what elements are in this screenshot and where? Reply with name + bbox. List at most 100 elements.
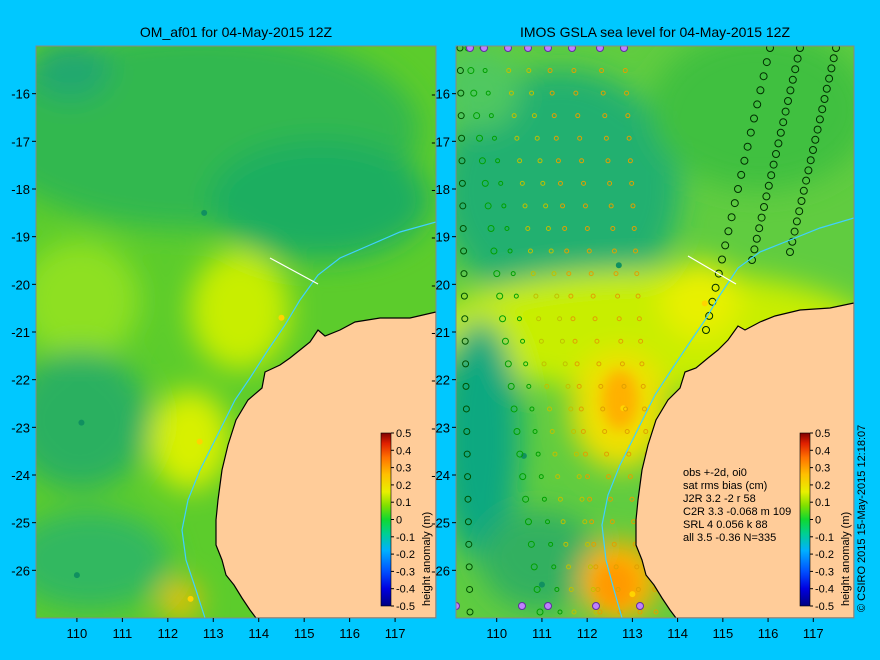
track-observation (579, 158, 585, 164)
track-observation (522, 495, 530, 503)
track-observation (590, 586, 596, 592)
track-observation (560, 203, 566, 209)
track-observation (516, 450, 524, 458)
track-observation (526, 383, 532, 389)
track-observation (596, 46, 604, 52)
colorbar-tick-label: 0.1 (815, 497, 830, 509)
track-observation (571, 68, 577, 74)
track-observation (579, 496, 585, 502)
track-observation (462, 360, 470, 368)
extrema-marks (520, 262, 708, 598)
track-observation (804, 166, 813, 175)
track-observation (574, 361, 580, 367)
track-observation (547, 68, 553, 74)
track-observation (462, 382, 470, 390)
y-tick-label: -25 (431, 516, 450, 531)
track-observation (533, 585, 541, 593)
track-observation (630, 203, 636, 209)
track-observation (577, 135, 583, 141)
track-observation (600, 406, 606, 412)
colorbar-ticks: 0.5 0.4 0.3 0.2 0.1 0 -0.1 -0.2 -0.3 -0.4 -0.5 (391, 428, 415, 613)
track-observation (510, 405, 518, 413)
track-observation (750, 245, 759, 254)
shelf-edge-contour (181, 221, 436, 618)
track-observation (545, 225, 551, 231)
track-observation (563, 541, 569, 547)
track-observation (531, 113, 537, 119)
track-observation (634, 564, 640, 570)
track-observation (562, 361, 568, 367)
colorbar-tick-label: 0.4 (396, 445, 411, 457)
track-observation (818, 105, 827, 114)
colorbar-tick-label: 0 (396, 515, 402, 527)
colorbar-tick-label: -0.1 (815, 532, 834, 544)
track-observation (636, 602, 644, 610)
y-tick-label: -18 (431, 182, 450, 197)
track-observation (602, 429, 608, 435)
track-observation (478, 157, 486, 165)
track-observation (544, 383, 550, 389)
track-observation (774, 139, 783, 148)
track-observation (576, 383, 582, 389)
track-observation (543, 203, 549, 209)
track-observation (465, 563, 473, 571)
track-observation (762, 192, 771, 201)
track-observation (549, 90, 555, 96)
track-observation (501, 337, 509, 345)
colorbar-tick-label: -0.1 (396, 532, 415, 544)
colorbar-tick-label: -0.2 (396, 549, 415, 561)
track-observation (552, 451, 558, 457)
track-observation (507, 382, 515, 390)
track-observation (555, 158, 561, 164)
track-observation (524, 46, 532, 52)
track-observation (797, 197, 806, 205)
track-observation (518, 602, 526, 610)
colorbar-tick-label: 0.4 (815, 445, 830, 457)
track-observation (635, 293, 641, 299)
track-observation (523, 361, 529, 367)
y-tick-label: -23 (11, 420, 30, 435)
x-tick-label: 111 (532, 626, 552, 641)
track-observation (740, 156, 749, 165)
track-observation (802, 176, 811, 185)
track-observation (514, 135, 520, 141)
track-observation (635, 586, 641, 592)
panel-title: OM_af01 for 04-May-2015 12Z (140, 24, 333, 40)
track-observation (473, 112, 481, 120)
track-observation (756, 86, 765, 95)
track-observation (611, 541, 617, 547)
track-observation (603, 135, 609, 141)
y-tick-label: -17 (431, 134, 450, 149)
track-observation (484, 202, 492, 210)
track-observation (592, 316, 598, 322)
extrema-marks (73, 209, 285, 602)
track-observation (544, 602, 552, 610)
track-observation (551, 271, 557, 277)
colorbar-label: height anomaly (m) (840, 512, 852, 606)
track-observation (776, 128, 785, 137)
track-observation (504, 225, 510, 231)
track-observation (598, 383, 604, 389)
track-observation (588, 271, 594, 277)
track-observation (571, 609, 577, 615)
track-observation (533, 293, 539, 299)
track-observation (643, 429, 649, 435)
track-observation (753, 100, 762, 109)
low-anomaly-mark (201, 209, 208, 216)
track-observation (815, 115, 824, 124)
track-observation (482, 68, 488, 74)
track-observation (711, 283, 720, 292)
track-observation (634, 271, 640, 277)
track-observation (578, 406, 584, 412)
track-observation (624, 90, 630, 96)
track-observation (458, 134, 466, 142)
track-observation (526, 68, 532, 74)
track-observation (609, 519, 615, 525)
track-observation (631, 225, 637, 231)
track-observation (784, 97, 792, 105)
track-observation (513, 293, 519, 299)
track-observation (464, 518, 472, 526)
track-observation (573, 90, 579, 96)
track-observation (573, 451, 579, 457)
